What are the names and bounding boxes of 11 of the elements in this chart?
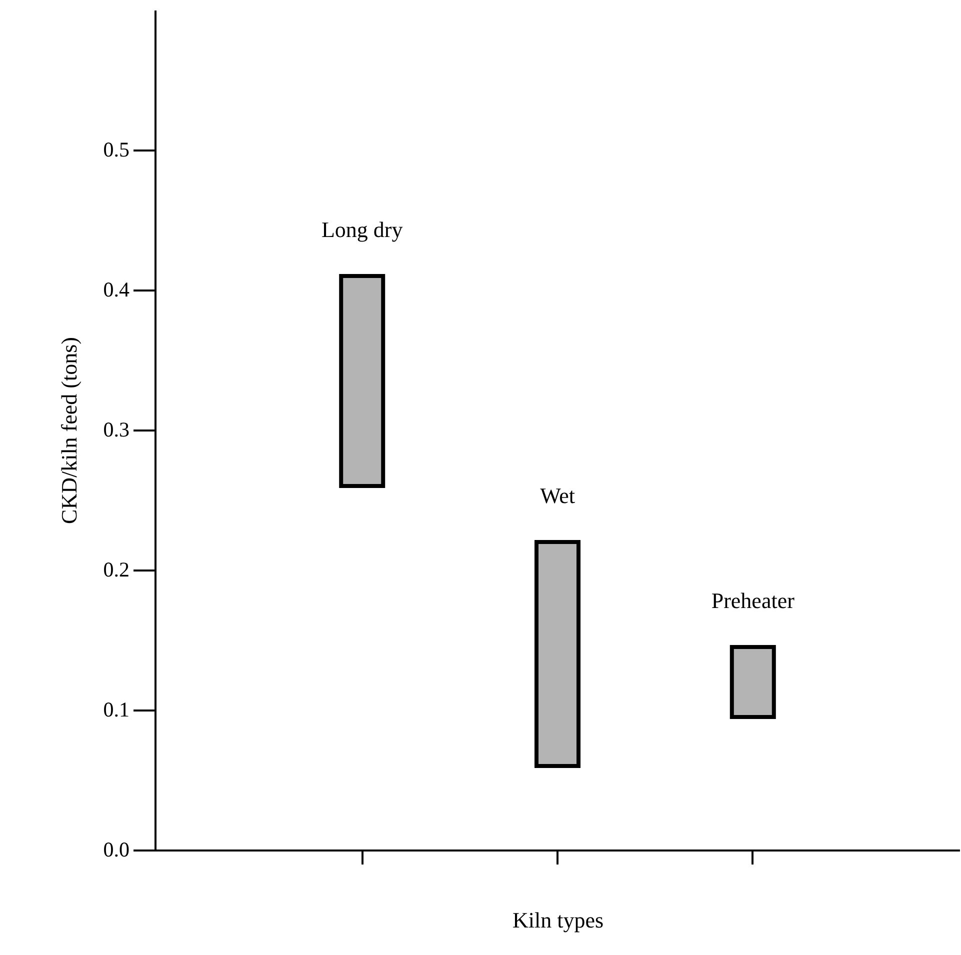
x-axis-title: Kiln types [512, 908, 604, 932]
y-tick-label: 0.4 [103, 278, 130, 302]
y-tick-label: 0.5 [103, 138, 130, 162]
x-tick-label: Wet [540, 483, 575, 508]
y-tick-label: 0.2 [103, 558, 130, 582]
y-tick-label: 0.1 [103, 698, 130, 722]
y-tick-label: 0.0 [103, 838, 130, 862]
y-tick-label: 0.3 [103, 418, 130, 442]
x-tick-label: Long dry [321, 217, 403, 242]
y-axis-title: CKD/kiln feed (tons) [56, 337, 82, 524]
x-tick-label: Preheater [711, 588, 796, 613]
